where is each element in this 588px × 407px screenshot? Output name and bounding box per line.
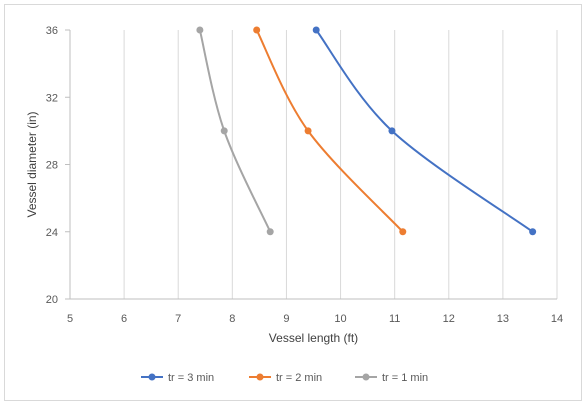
x-tick-label-12: 12 bbox=[443, 313, 455, 325]
grid-lines bbox=[123, 30, 558, 299]
y-tick-label-32: 32 bbox=[46, 92, 58, 104]
y-tick-label-36: 36 bbox=[46, 25, 58, 37]
tick-labels: 5 6 7 8 9 10 11 12 13 14 20 24 28 32 36 bbox=[46, 25, 563, 325]
series-2-point-1 bbox=[399, 228, 407, 236]
y-tick-label-24: 24 bbox=[46, 227, 58, 239]
x-tick-label-9: 9 bbox=[283, 313, 289, 325]
series-1-point-1 bbox=[529, 228, 537, 236]
legend-swatch-marker bbox=[362, 373, 370, 381]
x-tick-label-8: 8 bbox=[229, 313, 235, 325]
chart-frame bbox=[4, 4, 582, 401]
legend-label: tr = 2 min bbox=[276, 372, 322, 384]
series-line-3 bbox=[198, 29, 272, 233]
x-tick-label-10: 10 bbox=[334, 313, 346, 325]
series-2-point-2 bbox=[304, 127, 312, 135]
x-tick-label-11: 11 bbox=[389, 313, 400, 325]
legend-item-1: tr = 3 min bbox=[141, 372, 214, 384]
x-tick-label-5: 5 bbox=[67, 313, 73, 325]
legend-swatch-marker bbox=[148, 373, 156, 381]
series-line-2 bbox=[255, 29, 404, 233]
axes bbox=[65, 29, 557, 300]
series-1-point-3 bbox=[312, 26, 320, 34]
series-3-point-1 bbox=[266, 228, 274, 236]
series-line-1 bbox=[315, 29, 534, 233]
series-2-point-3 bbox=[253, 26, 261, 34]
legend-swatch-marker bbox=[256, 373, 264, 381]
x-tick-label-14: 14 bbox=[551, 313, 563, 325]
legend: tr = 3 min tr = 2 min tr = 1 min bbox=[141, 372, 428, 384]
y-tick-label-28: 28 bbox=[46, 160, 58, 172]
x-tick-label-13: 13 bbox=[497, 313, 509, 325]
series-group bbox=[196, 26, 537, 236]
legend-item-2: tr = 2 min bbox=[249, 372, 322, 384]
y-axis-title: Vessel diameter (in) bbox=[25, 111, 39, 217]
series-1-point-2 bbox=[388, 127, 396, 135]
series-3-point-3 bbox=[196, 26, 204, 34]
y-tick-label-20: 20 bbox=[46, 294, 58, 306]
x-tick-label-7: 7 bbox=[175, 313, 181, 325]
legend-label: tr = 3 min bbox=[168, 372, 214, 384]
legend-item-3: tr = 1 min bbox=[355, 372, 428, 384]
x-axis-title: Vessel length (ft) bbox=[269, 331, 358, 345]
legend-label: tr = 1 min bbox=[382, 372, 428, 384]
series-3-point-2 bbox=[220, 127, 228, 135]
x-tick-label-6: 6 bbox=[121, 313, 127, 325]
